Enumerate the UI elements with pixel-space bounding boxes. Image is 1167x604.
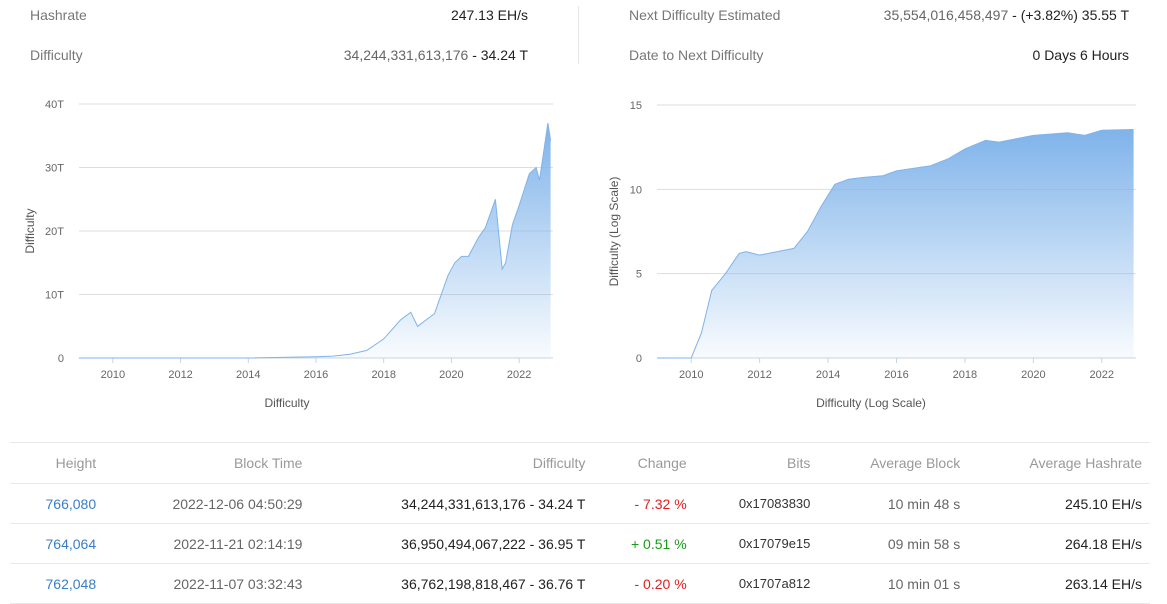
x-tick-label: 2010 — [679, 369, 703, 381]
bits-cell: 0x17079e15 — [694, 523, 819, 564]
stats-divider — [578, 6, 579, 64]
bits-cell: 0x17083830 — [694, 483, 819, 524]
column-header: Block Time — [104, 442, 311, 484]
avg-block-cell: 10 min 01 s — [818, 563, 969, 604]
x-tick-label: 2016 — [304, 369, 328, 381]
height-cell: 762,048 — [10, 563, 105, 604]
y-tick-label: 20T — [45, 226, 64, 238]
x-tick-label: 2010 — [101, 369, 125, 381]
y-tick-label: 10T — [45, 290, 64, 302]
x-axis-title: Difficulty — [264, 396, 309, 410]
next-difficulty-short: - (+3.82%) 35.55 T — [1008, 7, 1129, 23]
difficulty-short: - 34.24 T — [468, 47, 528, 63]
hashrate-value: 247.13 EH/s — [450, 7, 528, 23]
y-tick-label: 15 — [630, 100, 642, 112]
y-tick-label: 0 — [636, 353, 642, 365]
block-height-link[interactable]: 764,064 — [45, 535, 97, 552]
x-tick-label: 2016 — [884, 369, 908, 381]
change-cell: - 7.32 % — [593, 483, 695, 524]
x-tick-label: 2014 — [816, 369, 840, 381]
y-tick-label: 40T — [45, 99, 64, 111]
difficulty-value: 34,244,331,613,176 - 34.24 T — [250, 47, 528, 63]
avg-hashrate-cell: 263.14 EH/s — [968, 563, 1150, 604]
x-tick-label: 2022 — [1090, 369, 1114, 381]
difficulty-cell: 36,950,494,067,222 - 36.95 T — [310, 523, 594, 564]
column-header: Difficulty — [310, 442, 594, 484]
x-axis-title: Difficulty (Log Scale) — [816, 396, 926, 410]
table-row: 764,064 2022-11-21 02:14:19 36,950,494,067… — [10, 523, 1150, 564]
x-tick-label: 2020 — [439, 369, 463, 381]
change-cell: + 0.51 % — [593, 523, 695, 564]
next-difficulty-raw: 35,554,016,458,497 — [883, 7, 1009, 23]
x-tick-label: 2014 — [236, 369, 260, 381]
column-header: Average Block — [818, 442, 969, 484]
difficulty-cell: 36,762,198,818,467 - 36.76 T — [310, 563, 594, 604]
difficulty-line — [657, 129, 1134, 359]
height-cell: 764,064 — [10, 523, 105, 564]
avg-hashrate-cell: 264.18 EH/s — [968, 523, 1150, 564]
avg-block-cell: 09 min 58 s — [818, 523, 969, 564]
next-difficulty-value: 35,554,016,458,497 - (+3.82%) 35.55 T — [820, 7, 1129, 23]
column-header: Change — [593, 442, 695, 484]
x-tick-label: 2018 — [371, 369, 395, 381]
column-header: Height — [10, 442, 105, 484]
x-tick-label: 2012 — [747, 369, 771, 381]
y-tick-label: 0 — [58, 353, 64, 365]
y-tick-label: 5 — [636, 269, 642, 281]
column-header: Bits — [694, 442, 819, 484]
next-difficulty-label: Next Difficulty Estimated — [629, 7, 781, 23]
avg-block-cell: 10 min 48 s — [818, 483, 969, 524]
y-axis-title: Difficulty (Log Scale) — [607, 177, 621, 287]
table-row: 762,048 2022-11-07 03:32:43 36,762,198,818… — [10, 563, 1150, 604]
bits-cell: 0x1707a812 — [694, 563, 819, 604]
y-tick-label: 10 — [630, 184, 642, 196]
date-next-label: Date to Next Difficulty — [629, 47, 764, 63]
time-cell: 2022-12-06 04:50:29 — [104, 483, 311, 524]
block-height-link[interactable]: 766,080 — [45, 495, 97, 512]
difficulty-table: Height Block Time Difficulty Change Bits Aver… — [10, 442, 1150, 604]
time-cell: 2022-11-21 02:14:19 — [104, 523, 311, 564]
x-tick-label: 2020 — [1021, 369, 1045, 381]
difficulty-raw: 34,244,331,613,176 — [343, 47, 469, 63]
difficulty-area — [79, 123, 551, 358]
date-next-value: 0 Days 6 Hours — [1032, 47, 1129, 63]
height-cell: 766,080 — [10, 483, 105, 524]
y-axis-title: Difficulty — [23, 208, 37, 253]
column-header: Average Hashrate — [968, 442, 1150, 484]
difficulty-charts: 0 10T 20T 30T 40T 2010 2012 2014 2016 2018 2020 202… — [23, 99, 1136, 410]
x-tick-label: 2018 — [953, 369, 977, 381]
y-tick-label: 30T — [45, 163, 64, 175]
avg-hashrate-cell: 245.10 EH/s — [968, 483, 1150, 524]
difficulty-cell: 34,244,331,613,176 - 34.24 T — [310, 483, 594, 524]
x-tick-label: 2022 — [507, 369, 531, 381]
hashrate-label: Hashrate — [30, 7, 87, 23]
table-header: Height Block Time Difficulty Change Bits Aver… — [10, 442, 1150, 484]
x-tick-label: 2012 — [168, 369, 192, 381]
difficulty-line — [79, 122, 552, 359]
change-cell: - 0.20 % — [593, 563, 695, 604]
difficulty-label: Difficulty — [30, 47, 83, 63]
block-height-link[interactable]: 762,048 — [45, 575, 97, 592]
time-cell: 2022-11-07 03:32:43 — [104, 563, 311, 604]
table-row: 766,080 2022-12-06 04:50:29 34,244,331,613… — [10, 483, 1150, 524]
difficulty-area — [657, 129, 1134, 358]
